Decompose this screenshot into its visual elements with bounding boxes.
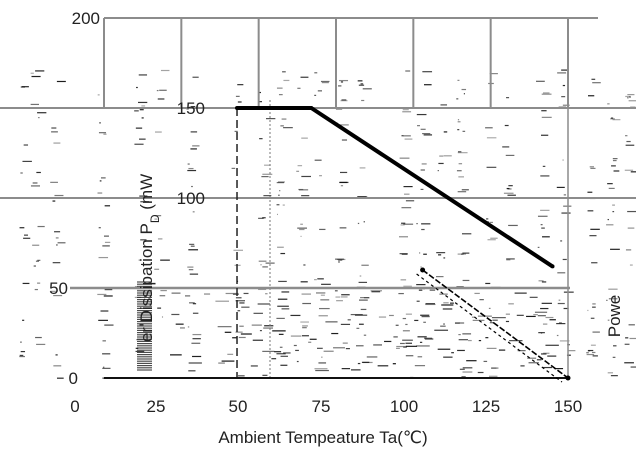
x-tick-label: 150 — [554, 397, 582, 416]
data-point — [550, 264, 555, 269]
series-line-derating — [237, 106, 554, 269]
x-tick-label: 0 — [70, 397, 79, 416]
scan-noise-layer — [19, 69, 636, 379]
right-edge-label-fragment: Powe — [605, 295, 624, 338]
x-tick-label: 100 — [390, 397, 418, 416]
x-tick-label: 25 — [147, 397, 166, 416]
y-axis-title-subscript: D — [148, 214, 162, 223]
y-tick-label: 150 — [177, 99, 205, 118]
y-axis-title-main: er Dissipation P — [137, 223, 156, 342]
x-tick-label: 125 — [472, 397, 500, 416]
y-axis-title-unit: (mW — [137, 174, 156, 215]
data-point — [309, 106, 314, 110]
grid-layer — [0, 17, 636, 379]
y-tick-label: 200 — [72, 9, 100, 28]
series-line-secondary — [422, 269, 569, 379]
data-point — [235, 106, 240, 110]
x-axis-title: Ambient Tempeature Ta(℃) — [218, 428, 427, 447]
x-tick-label: 75 — [312, 397, 331, 416]
x-tick-label: 50 — [229, 397, 248, 416]
data-point — [420, 267, 426, 273]
data-point — [565, 375, 571, 381]
series-line-secondary-shadow — [416, 273, 563, 383]
series-layer — [235, 106, 571, 383]
y-tick-label: 0 — [69, 369, 78, 388]
y-tick-label: 100 — [177, 189, 205, 208]
tick-label-layer: 0 25 50 75 100 125 150 0 50 100 150 200 — [49, 9, 582, 416]
y-axis-title: er Dissipation PD (mW — [137, 174, 162, 342]
y-tick-label: 50 — [49, 279, 68, 298]
